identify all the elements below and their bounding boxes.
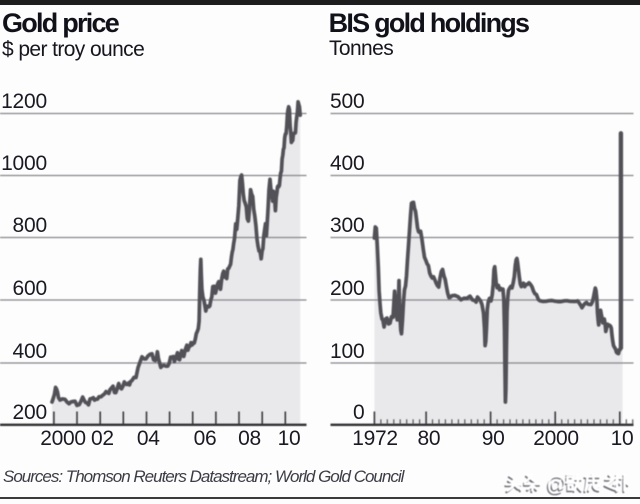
svg-text:@: @ (545, 475, 565, 497)
svg-text:@: @ (546, 474, 566, 496)
